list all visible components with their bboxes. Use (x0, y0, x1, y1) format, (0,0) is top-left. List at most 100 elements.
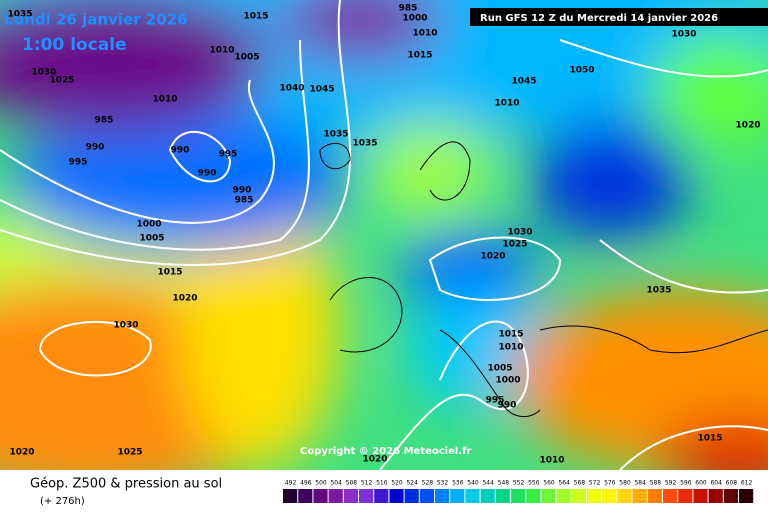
scale-swatch (435, 489, 450, 503)
scale-label: 608 (726, 480, 738, 487)
geopotential-field (0, 0, 768, 500)
isobar-label: 995 (219, 150, 238, 160)
scale-label: 580 (619, 480, 631, 487)
scale-label: 508 (346, 480, 358, 487)
isobar-label: 1035 (7, 10, 32, 20)
scale-label: 612 (741, 480, 753, 487)
time-label: 1:00 locale (22, 35, 127, 55)
isobar-label: 1005 (139, 234, 164, 244)
scale-label: 524 (406, 480, 418, 487)
scale-label: 548 (498, 480, 510, 487)
isobar-label: 1025 (117, 448, 142, 458)
scale-label: 604 (710, 480, 722, 487)
scale-swatch (602, 489, 617, 503)
scale-swatch (617, 489, 632, 503)
scale-swatch (450, 489, 465, 503)
isobar-label: 1030 (31, 68, 56, 78)
isobar-label: 1035 (323, 130, 348, 140)
scale-swatch (465, 489, 480, 503)
isobar-label: 1010 (539, 456, 564, 466)
isobar-label: 1040 (279, 84, 304, 94)
isobar-label: 1010 (412, 29, 437, 39)
isobar-label: 990 (171, 146, 190, 156)
scale-swatch (693, 489, 708, 503)
scale-label: 572 (589, 480, 601, 487)
isobar-label: 1020 (735, 121, 760, 131)
scale-swatch (632, 489, 647, 503)
isobar-label: 990 (498, 401, 517, 411)
isobar-label: 1010 (152, 95, 177, 105)
scale-swatch (678, 489, 693, 503)
scale-swatch (359, 489, 374, 503)
isobar-label: 1020 (172, 294, 197, 304)
coastlines (319, 141, 768, 418)
scale-label: 516 (376, 480, 388, 487)
scale-swatch (647, 489, 662, 503)
scale-label: 592 (665, 480, 677, 487)
isobar-label: 1030 (113, 321, 138, 331)
isobar-label: 1010 (209, 46, 234, 56)
isobar-label: 995 (486, 396, 505, 406)
scale-swatch (313, 489, 328, 503)
scale-label: 556 (528, 480, 540, 487)
isobar-label: 1010 (494, 99, 519, 109)
date-label: Lundi 26 janvier 2026 (4, 11, 188, 29)
isobar-label: 1020 (480, 252, 505, 262)
scale-label: 584 (634, 480, 646, 487)
scale-label: 596 (680, 480, 692, 487)
scale-label: 496 (300, 480, 312, 487)
isobar-label: 990 (198, 169, 217, 179)
isobar-label: 1020 (9, 448, 34, 458)
scale-label: 564 (558, 480, 570, 487)
scale-swatch (556, 489, 571, 503)
scale-swatch (419, 489, 434, 503)
scale-swatch (739, 489, 754, 503)
scale-label: 540 (467, 480, 479, 487)
isobar-label: 1015 (157, 268, 182, 278)
copyright: Copyright © 2026 Meteociel.fr (300, 446, 471, 457)
scale-label: 560 (543, 480, 555, 487)
scale-swatch (404, 489, 419, 503)
scale-swatch (495, 489, 510, 503)
isobar-label: 1020 (362, 455, 387, 465)
isobar-label: 1005 (234, 53, 259, 63)
isobar-label: 1000 (495, 376, 520, 386)
isobar-label: 1035 (646, 286, 671, 296)
scale-label: 544 (482, 480, 494, 487)
isobar-label: 985 (235, 196, 254, 206)
scale-swatch (343, 489, 358, 503)
footer-title: Géop. Z500 & pression au sol (30, 477, 222, 492)
isobar-label: 1005 (487, 364, 512, 374)
scale-label: 576 (604, 480, 616, 487)
scale-swatch (587, 489, 602, 503)
isobar-label: 1010 (498, 343, 523, 353)
scale-swatch (283, 489, 298, 503)
scale-label: 492 (285, 480, 297, 487)
footer-lead: (+ 276h) (40, 496, 85, 507)
isobar-label: 1015 (697, 434, 722, 444)
isobar-label: 1000 (402, 14, 427, 24)
scale-swatch (374, 489, 389, 503)
scale-swatch (526, 489, 541, 503)
scale-swatch (389, 489, 404, 503)
isobar-label: 1030 (671, 30, 696, 40)
scale-swatch (541, 489, 556, 503)
isobar-label: 990 (233, 186, 252, 196)
isobar-label: 1045 (511, 77, 536, 87)
scale-label: 600 (695, 480, 707, 487)
isobar-label: 1025 (502, 240, 527, 250)
isobar-label: 1015 (407, 51, 432, 61)
run-box (470, 8, 768, 26)
isobar-label: 990 (86, 143, 105, 153)
scale-swatch (708, 489, 723, 503)
isobar-label: 1030 (507, 228, 532, 238)
scale-swatch (298, 489, 313, 503)
scale-label: 532 (437, 480, 449, 487)
scale-label: 528 (422, 480, 434, 487)
scale-swatch (663, 489, 678, 503)
isobar-label: 1025 (49, 76, 74, 86)
isobar-label: 995 (69, 158, 88, 168)
